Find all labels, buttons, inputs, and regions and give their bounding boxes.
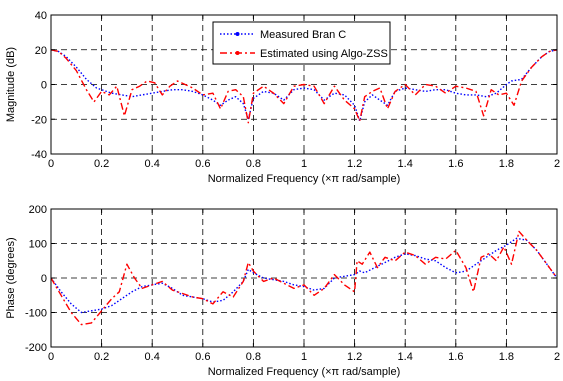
x-tick-label: 1.2 — [347, 158, 362, 170]
x-tick-label: 0.4 — [145, 351, 160, 363]
y-tick-label: 0 — [41, 273, 47, 285]
chart-panel-1: 0 0.2 0.4 0.6 0.8 1 1.2 1.4 1.6 1.8 2 -40 -20 0 20 40 No… — [5, 10, 560, 185]
y-tick-label: 40 — [35, 10, 47, 22]
x-tick-label: 1 — [301, 158, 307, 170]
x-tick-label: 1.4 — [398, 158, 413, 170]
y-tick-label: -200 — [25, 342, 47, 354]
series-line-2 — [50, 230, 558, 326]
x-tick-label: 1.4 — [398, 351, 413, 363]
y-axis-label: Phase (degrees) — [5, 237, 17, 318]
x-tick-label: 0.2 — [94, 158, 109, 170]
series-line-2 — [50, 49, 558, 124]
x-tick-label: 1.6 — [448, 158, 463, 170]
x-tick-label: 1.8 — [499, 158, 514, 170]
x-axis-label: Normalized Frequency (×π rad/sample) — [208, 173, 401, 185]
x-tick-label: 1 — [301, 351, 307, 363]
y-tick-label: -100 — [25, 308, 47, 320]
legend-label-2: Estimated using Algo-ZSS — [260, 48, 388, 60]
legend: Measured Bran C Estimated using Algo-ZSS — [212, 21, 391, 65]
x-tick-label: 2 — [554, 158, 560, 170]
x-tick-label: 0.8 — [246, 158, 261, 170]
y-tick-label: -40 — [31, 149, 47, 161]
y-tick-label: 20 — [35, 45, 47, 57]
x-tick-label: 1.8 — [499, 351, 514, 363]
y-tick-label: 200 — [29, 204, 47, 216]
x-tick-label: 1.2 — [347, 351, 362, 363]
legend-marker-2 — [235, 51, 240, 55]
x-axis-label: Normalized Frequency (×π rad/sample) — [208, 366, 401, 378]
x-tick-label: 0 — [48, 158, 54, 170]
legend-marker-1 — [235, 32, 240, 36]
x-tick-label: 0.6 — [195, 351, 210, 363]
y-tick-label: -20 — [31, 114, 47, 126]
legend-label-1: Measured Bran C — [260, 29, 346, 41]
x-tick-label: 0.2 — [94, 351, 109, 363]
y-axis-label: Magnitude (dB) — [5, 47, 17, 122]
legend-box — [212, 21, 391, 65]
x-tick-label: 0.6 — [195, 158, 210, 170]
x-tick-label: 2 — [554, 351, 560, 363]
x-tick-label: 0.4 — [145, 158, 160, 170]
x-tick-label: 0.8 — [246, 351, 261, 363]
chart-panel-2: 0 0.2 0.4 0.6 0.8 1 1.2 1.4 1.6 1.8 2 -200 -100 0 100 2… — [5, 204, 560, 378]
y-tick-label: 100 — [29, 239, 47, 251]
y-tick-label: 0 — [41, 80, 47, 92]
series-line-1 — [50, 237, 558, 314]
series-line-1 — [50, 49, 558, 122]
x-tick-label: 1.6 — [448, 351, 463, 363]
x-tick-label: 0 — [48, 351, 54, 363]
